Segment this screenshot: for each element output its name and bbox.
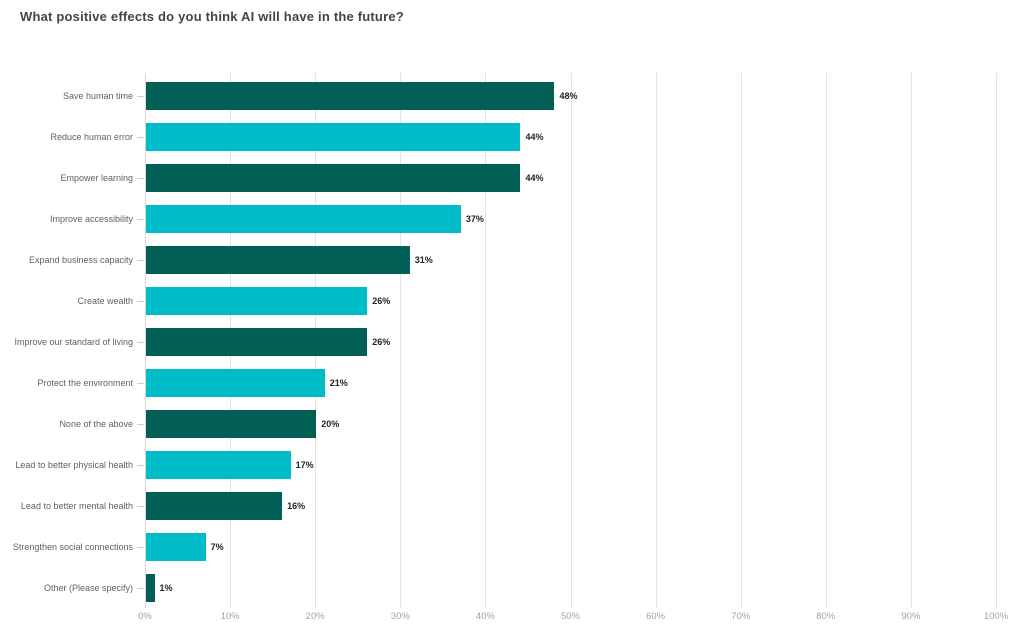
value-label: 20%: [321, 419, 340, 429]
gridline: [655, 73, 657, 608]
bar: [146, 410, 317, 438]
x-tick-label: 70%: [731, 611, 751, 622]
x-tick-label: 10%: [220, 611, 240, 622]
bar: [146, 328, 368, 356]
gridline: [910, 73, 912, 608]
category-label: Lead to better physical health: [15, 460, 133, 470]
gridline: [825, 73, 827, 608]
category-tick: [137, 342, 144, 343]
category-tick: [137, 137, 144, 138]
bar: [146, 492, 283, 520]
x-axis: 0% 10% 20% 30% 40% 50% 60% 70% 80% 90% 100%: [138, 611, 1008, 625]
value-label: 26%: [372, 296, 391, 306]
value-label: 44%: [525, 173, 544, 183]
gridline: [485, 73, 487, 608]
bar-row: Create wealth 26%: [0, 281, 1024, 322]
category-tick: [137, 588, 144, 589]
bar-row: None of the above 20%: [0, 404, 1024, 445]
bar: [146, 533, 206, 561]
bar-row: Lead to better physical health 17%: [0, 445, 1024, 486]
value-label: 1%: [159, 583, 173, 593]
bar-row: Reduce human error 44%: [0, 117, 1024, 158]
gridline: [996, 73, 997, 608]
category-tick: [137, 178, 144, 179]
category-label: Other (Please specify): [43, 583, 133, 593]
value-label: 37%: [465, 214, 484, 224]
category-tick: [137, 383, 144, 384]
category-label: Strengthen social connections: [12, 542, 133, 552]
value-label: 7%: [210, 542, 224, 552]
category-label: Improve accessibility: [49, 214, 133, 224]
category-label: None of the above: [59, 419, 133, 429]
value-label: 44%: [525, 132, 544, 142]
category-label: Improve our standard of living: [14, 337, 133, 347]
bar: [146, 451, 291, 479]
category-label: Empower learning: [60, 173, 133, 183]
value-label: 48%: [559, 91, 578, 101]
value-label: 26%: [372, 337, 391, 347]
bar-row: Save human time 48%: [0, 76, 1024, 117]
category-tick: [137, 301, 144, 302]
bar: [146, 369, 325, 397]
x-tick-label: 90%: [901, 611, 921, 622]
category-tick: [137, 506, 144, 507]
bar-row: Other (Please specify) 1%: [0, 568, 1024, 609]
bar: [146, 287, 368, 315]
bar-row: Lead to better mental health 16%: [0, 486, 1024, 527]
x-tick-label: 60%: [646, 611, 666, 622]
gridline: [740, 73, 742, 608]
value-label: 31%: [414, 255, 433, 265]
bar: [146, 82, 555, 110]
bar-row: Improve our standard of living 26%: [0, 322, 1024, 363]
category-tick: [137, 260, 144, 261]
category-label: Protect the environment: [37, 378, 133, 388]
bar-row: Strengthen social connections 7%: [0, 527, 1024, 568]
bar-row: Empower learning 44%: [0, 158, 1024, 199]
category-tick: [137, 424, 144, 425]
category-tick: [137, 96, 144, 97]
bar-row: Expand business capacity 31%: [0, 240, 1024, 281]
x-tick-label: 80%: [816, 611, 836, 622]
category-label: Create wealth: [77, 296, 133, 306]
bar: [146, 123, 521, 151]
chart-title: What positive effects do you think AI wi…: [20, 9, 404, 24]
value-label: 21%: [329, 378, 348, 388]
bar: [146, 574, 155, 602]
gridline: [145, 73, 146, 608]
gridline: [400, 73, 402, 608]
bar-row: Improve accessibility 37%: [0, 199, 1024, 240]
category-label: Expand business capacity: [28, 255, 133, 265]
category-tick: [137, 219, 144, 220]
x-tick-label: 0%: [138, 611, 152, 622]
x-tick-label: 20%: [305, 611, 325, 622]
value-label: 17%: [295, 460, 314, 470]
category-label: Reduce human error: [50, 132, 133, 142]
category-tick: [137, 547, 144, 548]
bar: [146, 246, 410, 274]
x-tick-label: 100%: [983, 611, 1009, 622]
category-tick: [137, 465, 144, 466]
category-label: Save human time: [62, 91, 133, 101]
x-tick-label: 50%: [560, 611, 580, 622]
bar: [146, 205, 461, 233]
bar-row: Protect the environment 21%: [0, 363, 1024, 404]
bar: [146, 164, 521, 192]
x-tick-label: 40%: [475, 611, 495, 622]
gridline: [570, 73, 572, 608]
x-tick-label: 30%: [390, 611, 410, 622]
value-label: 16%: [287, 501, 306, 511]
category-label: Lead to better mental health: [20, 501, 133, 511]
